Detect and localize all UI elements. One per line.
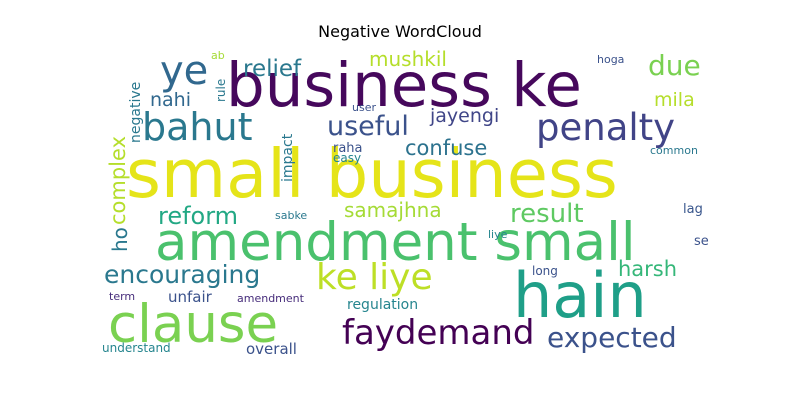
word-easy: easy — [333, 151, 361, 165]
word-raha: raha — [333, 141, 363, 156]
word-understand: understand — [102, 341, 171, 355]
word-hain: hain — [513, 259, 647, 332]
word-nahi: nahi — [150, 89, 191, 111]
word-lag: lag — [683, 202, 703, 217]
word-harsh: harsh — [618, 257, 677, 281]
word-ab: ab — [211, 49, 225, 62]
word-ho: ho — [108, 227, 132, 252]
word-ke-liye: ke liye — [316, 257, 433, 298]
word-faydemand: faydemand — [342, 313, 535, 353]
word-hoga: hoga — [597, 53, 624, 66]
word-penalty: penalty — [536, 106, 675, 149]
word-encouraging: encouraging — [104, 260, 260, 289]
word-confuse: confuse — [405, 136, 487, 160]
word-negative: negative — [128, 82, 144, 143]
word-liye: liye — [488, 228, 508, 241]
word-se: se — [694, 234, 709, 249]
word-result: result — [510, 199, 584, 229]
word-clause: clause — [108, 294, 278, 355]
word-unfair: unfair — [168, 288, 213, 306]
word-ye: ye — [160, 48, 208, 94]
word-amendment-small: amendment small — [155, 212, 636, 273]
word-bahut: bahut — [142, 105, 252, 149]
chart-title: Negative WordCloud — [318, 22, 482, 41]
word-samajhna: samajhna — [344, 198, 442, 222]
word-term: term — [109, 290, 135, 303]
word-jayengi: jayengi — [429, 105, 499, 127]
word-rule: rule — [214, 79, 228, 102]
word-overall: overall — [246, 340, 297, 358]
word-sabke: sabke — [275, 209, 307, 222]
word-complex: complex — [106, 136, 130, 225]
word-due: due — [648, 49, 701, 82]
word-reform: reform — [158, 202, 238, 230]
word-business-ke: business ke — [226, 50, 582, 121]
word-mila: mila — [654, 89, 695, 111]
word-useful: useful — [327, 111, 409, 142]
word-mushkil: mushkil — [369, 47, 447, 71]
word-common: common — [650, 144, 698, 157]
word-amendment: amendment — [237, 292, 305, 305]
word-user: user — [352, 101, 376, 114]
word-long: long — [532, 264, 558, 278]
word-expected: expected — [547, 321, 677, 354]
word-regulation: regulation — [347, 297, 418, 313]
word-impact: impact — [280, 133, 296, 182]
word-relief: relief — [243, 56, 302, 82]
word-small-business: small business — [126, 135, 618, 213]
